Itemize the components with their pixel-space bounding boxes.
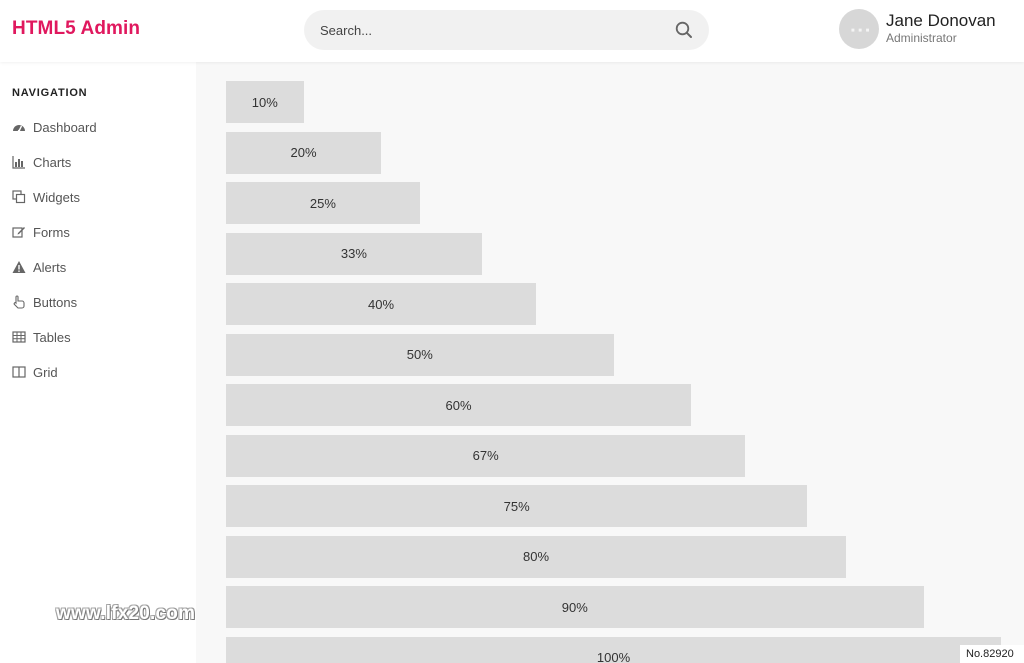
progress-bar-label: 100% — [596, 650, 631, 663]
copy-icon — [12, 190, 26, 204]
sidebar-item-label: Dashboard — [33, 119, 97, 135]
progress-bar: 80% — [226, 535, 846, 578]
sidebar: NAVIGATION Dashboard Charts Widgets Form… — [0, 62, 196, 663]
top-header: HTML5 Admin ■ ■ ■ Jane Donovan Administr… — [0, 0, 1024, 62]
search-icon[interactable] — [674, 20, 694, 40]
avatar[interactable]: ■ ■ ■ — [839, 9, 879, 49]
progress-bar: 90% — [226, 586, 924, 628]
avatar-placeholder-icon: ■ ■ ■ — [851, 28, 871, 34]
sidebar-item-forms[interactable]: Forms — [12, 222, 70, 242]
progress-bar-label: 90% — [561, 599, 588, 615]
sidebar-item-label: Widgets — [33, 189, 80, 205]
sidebar-item-label: Tables — [33, 329, 71, 345]
progress-bar-label: 33% — [340, 246, 367, 261]
progress-bar-label: 10% — [251, 94, 278, 110]
table-icon — [12, 330, 26, 344]
progress-bar-label: 40% — [367, 296, 395, 312]
progress-bar-label: 60% — [445, 397, 472, 413]
edit-icon — [12, 225, 26, 239]
main-content: 10% 20% 25% 33% 40% 50% 60% 67% 75% 80% 90% 100% — [196, 62, 1024, 663]
sidebar-item-dashboard[interactable]: Dashboard — [12, 117, 97, 137]
progress-bar: 20% — [226, 131, 381, 174]
sidebar-item-tables[interactable]: Tables — [12, 327, 71, 347]
watermark-text: www.lfx20.com — [56, 603, 196, 624]
columns-icon — [12, 365, 26, 379]
sidebar-item-label: Grid — [33, 364, 58, 380]
search-bar — [304, 10, 709, 50]
progress-bar: 75% — [226, 485, 808, 527]
sidebar-item-label: Alerts — [33, 259, 67, 275]
sidebar-item-label: Forms — [33, 224, 70, 240]
sidebar-item-label: Charts — [33, 154, 72, 170]
nav-heading: NAVIGATION — [12, 87, 88, 99]
brand-logo[interactable]: HTML5 Admin — [12, 18, 141, 39]
pointer-hand-icon — [12, 295, 26, 309]
sidebar-item-alerts[interactable]: Alerts — [12, 257, 66, 277]
progress-bar-label: 80% — [522, 549, 550, 564]
progress-bar: 10% — [226, 81, 304, 123]
dashboard-icon — [12, 120, 26, 134]
sidebar-item-label: Buttons — [33, 294, 78, 310]
progress-bar: 100% — [226, 636, 1001, 663]
progress-bar: 67% — [226, 434, 746, 477]
progress-bar: 50% — [226, 333, 614, 376]
progress-bar: 40% — [226, 283, 536, 325]
progress-bar-label: 20% — [290, 145, 317, 160]
bar-chart-icon — [12, 155, 26, 169]
progress-bar: 60% — [226, 384, 691, 426]
progress-bar: 25% — [226, 182, 420, 224]
progress-bar: 33% — [226, 232, 482, 275]
warning-icon — [12, 260, 26, 274]
user-name[interactable]: Jane Donovan — [886, 11, 996, 30]
progress-bar-label: 75% — [503, 498, 530, 514]
progress-bar-label: 67% — [472, 448, 499, 463]
sidebar-item-charts[interactable]: Charts — [12, 152, 71, 172]
search-input[interactable] — [304, 10, 664, 50]
sidebar-item-grid[interactable]: Grid — [12, 362, 58, 382]
user-role: Administrator — [886, 31, 957, 45]
sidebar-item-widgets[interactable]: Widgets — [12, 187, 80, 207]
sidebar-item-buttons[interactable]: Buttons — [12, 292, 77, 312]
id-badge: No.82920 — [960, 645, 1024, 663]
progress-bar-label: 50% — [406, 347, 433, 362]
progress-bar-label: 25% — [309, 195, 336, 211]
